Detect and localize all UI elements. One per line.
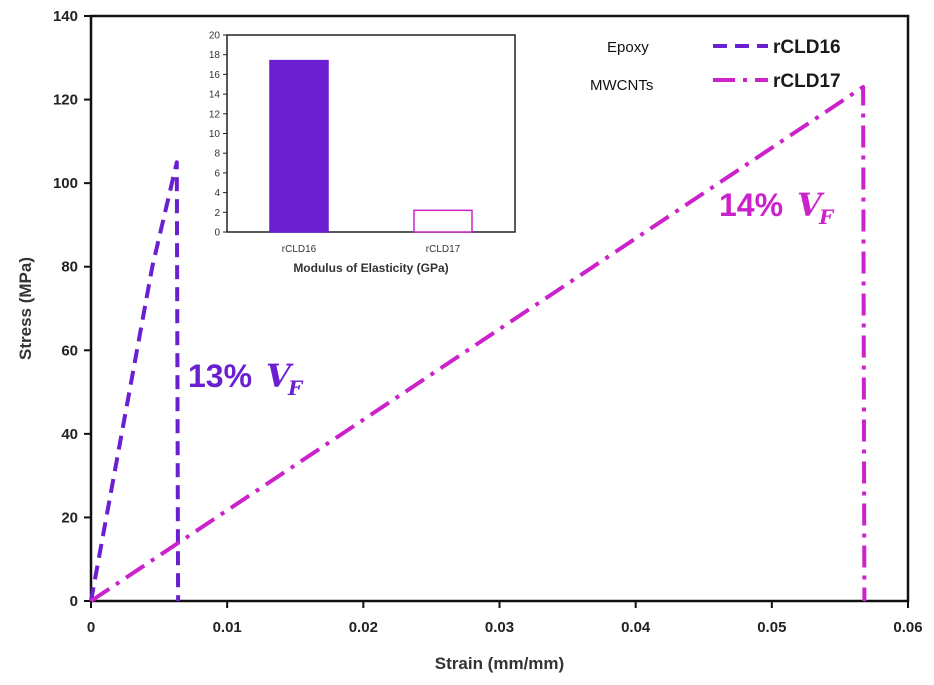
inset-x-axis-title: Modulus of Elasticity (GPa) <box>293 261 448 275</box>
annotation-subscript: F <box>287 376 304 400</box>
inset-y-tick-label: 18 <box>209 50 221 61</box>
x-tick-label: 0 <box>87 619 95 636</box>
x-tick-label: 0.03 <box>485 619 514 636</box>
volume-fraction-annotation-1: 13% VF <box>188 357 304 400</box>
y-tick-label: 20 <box>61 509 78 526</box>
annotation-variable: V <box>797 186 825 224</box>
inset-y-tick-label: 14 <box>209 90 221 101</box>
inset-y-tick-label: 4 <box>214 188 220 199</box>
inset-category-label: rCLD17 <box>426 244 461 255</box>
inset-category-label: rCLD16 <box>282 244 317 255</box>
annotation-variable: V <box>266 357 294 395</box>
inset-bar-rcld17 <box>413 209 473 233</box>
legend-note-epoxy: Epoxy <box>607 39 649 56</box>
inset-y-tick-label: 0 <box>214 228 220 239</box>
legend-note-mwcnts: MWCNTs <box>590 77 653 94</box>
volume-fraction-annotation-2: 14% VF <box>719 186 835 229</box>
y-tick-label: 100 <box>53 175 78 192</box>
annotation-subscript: F <box>818 205 835 229</box>
legend-label-rcld17: rCLD17 <box>773 71 841 92</box>
inset-y-tick-label: 2 <box>214 208 220 219</box>
inset-y-tick-label: 20 <box>209 31 221 42</box>
inset-background <box>199 29 517 279</box>
y-tick-label: 140 <box>53 8 78 25</box>
inset-y-tick-label: 8 <box>214 149 220 160</box>
data-point-rcld16 <box>151 266 153 268</box>
inset-y-tick-label: 6 <box>214 168 220 179</box>
x-tick-label: 0.06 <box>893 619 922 636</box>
y-tick-label: 120 <box>53 92 78 109</box>
x-tick-label: 0.02 <box>349 619 378 636</box>
data-point-rcld17 <box>862 86 864 88</box>
y-tick-label: 40 <box>61 426 78 443</box>
series-line-rcld16 <box>89 160 181 602</box>
legend-label-rcld16: rCLD16 <box>773 37 841 58</box>
legend: rCLD16 rCLD17 Epoxy MWCNTs <box>590 37 841 94</box>
inset-y-tick-label: 10 <box>209 129 221 140</box>
data-point-rcld16 <box>177 600 179 602</box>
annotation-percent: 13% <box>188 358 252 394</box>
x-tick-label: 0.01 <box>213 619 242 636</box>
y-tick-label: 0 <box>70 593 78 610</box>
data-point-rcld17 <box>90 600 92 602</box>
x-tick-label: 0.04 <box>621 619 651 636</box>
inset-y-tick-label: 12 <box>209 109 221 120</box>
x-tick-label: 0.05 <box>757 619 786 636</box>
data-point-rcld16 <box>176 161 178 163</box>
inset-bar-rcld16 <box>269 59 329 233</box>
inset-y-tick-label: 16 <box>209 70 221 81</box>
data-point-rcld17 <box>863 600 865 602</box>
inset-bar-chart: 0 2 4 6 8 10 12 14 16 18 20 rCLD16 rCLD17 Modulus of … <box>199 29 517 279</box>
annotation-percent: 14% <box>719 187 783 223</box>
y-tick-label: 60 <box>61 342 78 359</box>
y-tick-label: 80 <box>61 259 78 276</box>
y-axis-title: Stress (MPa) <box>16 257 35 360</box>
x-axis-title: Strain (mm/mm) <box>435 654 564 673</box>
